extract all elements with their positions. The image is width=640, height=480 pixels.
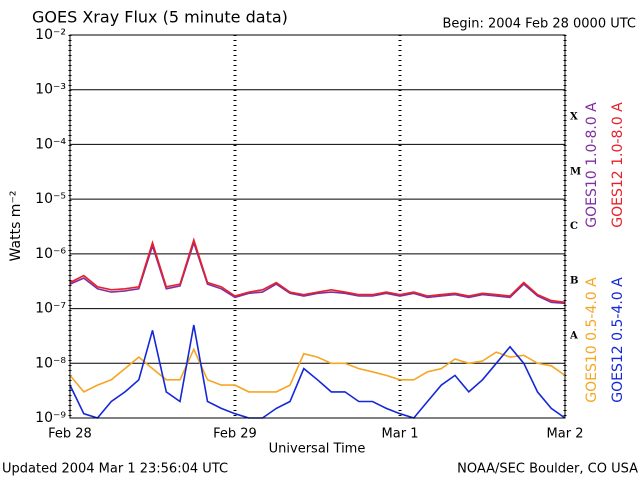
y-tick-label: 10⁻⁹ — [35, 410, 66, 426]
series-line — [69, 324, 566, 419]
footer-right: NOAA/SEC Boulder, CO USA — [457, 462, 638, 477]
plot-frame — [69, 34, 566, 419]
series-line — [69, 237, 566, 304]
class-label: A — [569, 330, 578, 341]
legend-label: GOES10 1.0-8.0 A — [584, 102, 600, 228]
y-tick-label: 10⁻³ — [35, 82, 66, 98]
series-line — [69, 240, 566, 305]
legend-label: GOES10 0.5-4.0 A — [584, 277, 600, 403]
class-label: B — [570, 276, 578, 287]
legend-label: GOES12 1.0-8.0 A — [610, 102, 626, 228]
x-tick-label: Feb 28 — [48, 427, 92, 442]
y-tick-label: 10⁻⁴ — [35, 136, 66, 152]
class-label: X — [570, 112, 578, 123]
y-tick-label: 10⁻⁷ — [35, 301, 66, 317]
y-tick-label: 10⁻⁸ — [35, 355, 66, 371]
x-axis-label: Universal Time — [269, 442, 366, 457]
x-tick-label: Mar 1 — [382, 427, 419, 442]
legend-label: GOES12 0.5-4.0 A — [610, 277, 626, 403]
y-tick-label: 10⁻⁶ — [35, 246, 66, 262]
class-label: C — [570, 221, 578, 232]
y-axis-label: Watts m⁻² — [8, 191, 24, 262]
chart-title: GOES Xray Flux (5 minute data) — [32, 8, 288, 27]
x-tick-label: Mar 2 — [547, 427, 584, 442]
y-tick-label: 10⁻² — [35, 27, 66, 43]
class-label: M — [570, 166, 581, 177]
y-tick-label: 10⁻⁵ — [35, 191, 66, 207]
chart-subtitle: Begin: 2004 Feb 28 0000 UTC — [442, 17, 636, 32]
footer-left: Updated 2004 Mar 1 23:56:04 UTC — [2, 462, 228, 477]
series-line — [69, 347, 566, 393]
x-tick-label: Feb 29 — [213, 427, 257, 442]
